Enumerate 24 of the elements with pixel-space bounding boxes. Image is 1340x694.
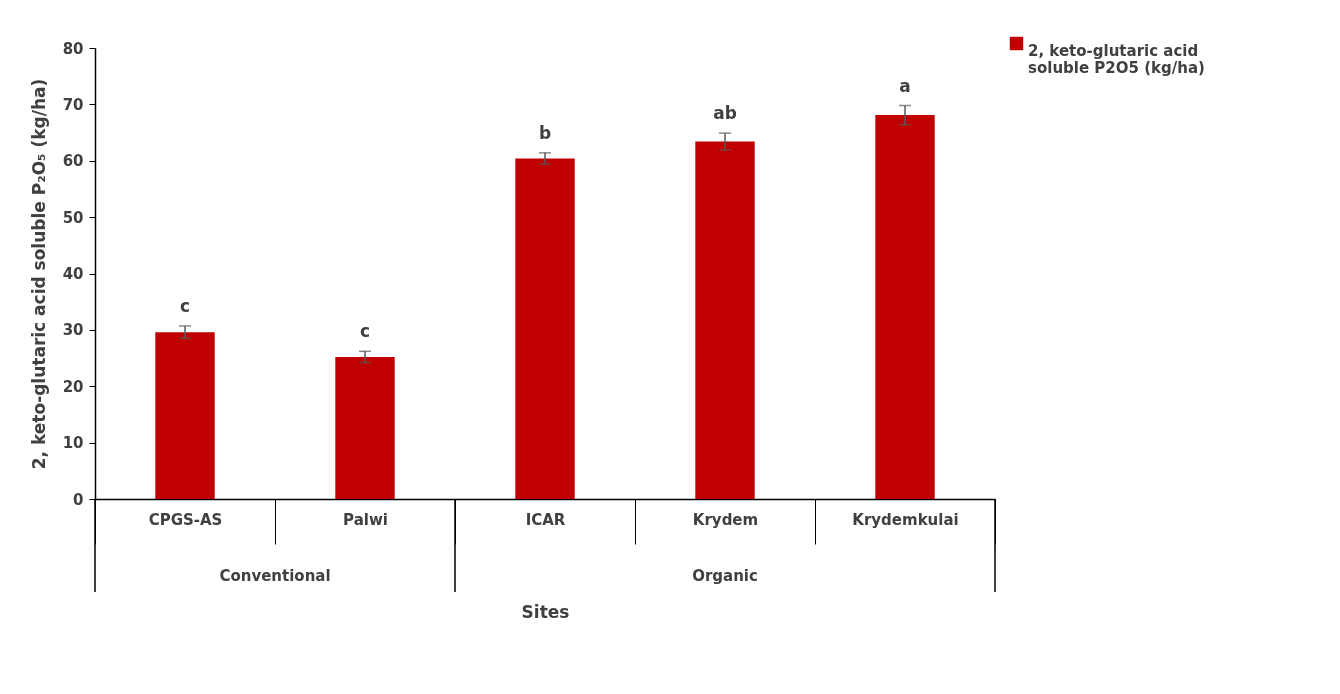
y-axis-title: 2, keto-glutaric acid soluble P₂O₅ (kg/ha) [28,78,49,470]
annotation: ab [713,103,737,124]
x-axis-title: Sites [521,602,570,622]
y-tick-label: 0 [73,490,84,509]
x-tick-label: CPGS-AS [148,510,223,529]
text: Conventional [219,567,331,585]
text: Organic [692,567,758,585]
x-tick-label: ICAR [525,510,566,529]
annotation: a [899,75,911,96]
y-tick-label: 70 [62,95,84,114]
x-tick-label: Krydemkulai [852,510,959,529]
legend-label: 2, keto-glutaric acid soluble P2O5 (kg/ha) [1028,41,1205,77]
annotation: b [538,122,552,143]
y-tick-label: 30 [62,321,84,340]
y-tick-label: 20 [62,377,84,396]
y-tick-label: 60 [62,152,84,171]
y-tick-label: 10 [62,434,84,453]
y-tick-label: 40 [62,265,84,283]
x-tick-label: Krydem [692,510,759,529]
y-tick-label: 50 [62,208,84,227]
y-tick-label: 80 [62,39,84,58]
annotation: c [179,295,191,316]
annotation: c [359,321,371,342]
x-tick-label: Palwi [343,510,388,529]
